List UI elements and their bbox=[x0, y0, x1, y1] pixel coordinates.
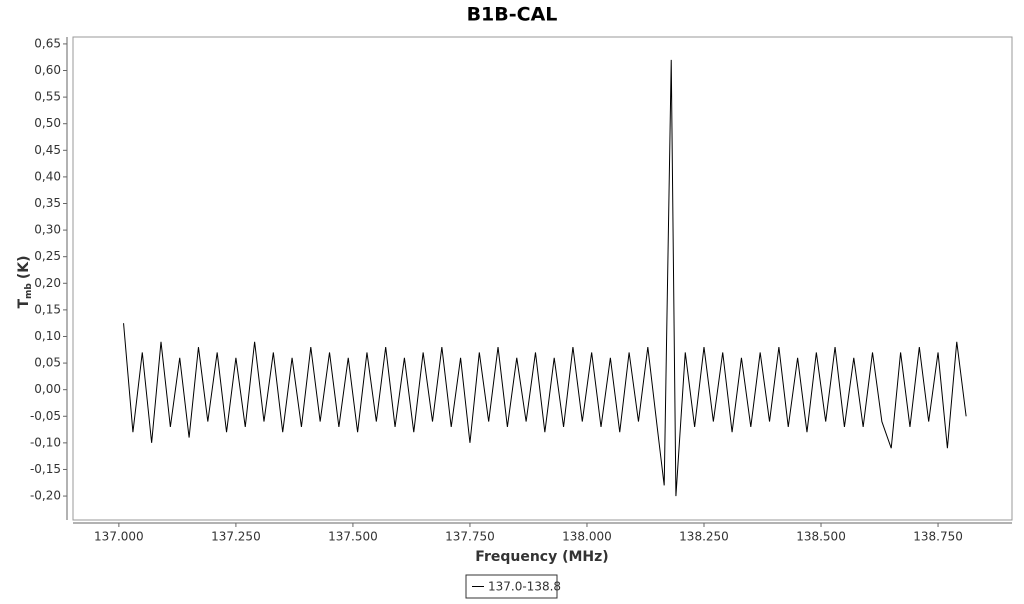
y-tick-label: 0,30 bbox=[34, 223, 61, 237]
y-tick-label: -0,05 bbox=[30, 409, 61, 423]
x-tick-label: 138.500 bbox=[796, 530, 846, 544]
x-tick-label: 137.000 bbox=[94, 530, 144, 544]
y-tick-label: -0,20 bbox=[30, 489, 61, 503]
y-tick-label: 0,25 bbox=[34, 249, 61, 263]
y-tick-label: 0,10 bbox=[34, 329, 61, 343]
y-tick-label: 0,40 bbox=[34, 169, 61, 183]
y-tick-label: 0,65 bbox=[34, 36, 61, 50]
y-axis-title: Tmb (K) bbox=[16, 255, 34, 308]
legend-box bbox=[465, 574, 558, 599]
chart-title: B1B-CAL bbox=[467, 4, 558, 26]
x-tick-label: 137.500 bbox=[328, 530, 378, 544]
y-tick-label: 0,20 bbox=[34, 276, 61, 290]
x-tick-label: 138.750 bbox=[913, 530, 963, 544]
x-axis-title: Frequency (MHz) bbox=[475, 549, 608, 565]
y-title-unit: (K) bbox=[16, 255, 32, 279]
x-tick-label: 137.250 bbox=[211, 530, 261, 544]
y-tick-label: 0,55 bbox=[34, 90, 61, 104]
y-title-sub: mb bbox=[24, 283, 34, 299]
spectrum-line bbox=[123, 59, 967, 497]
y-tick-label: 0,45 bbox=[34, 143, 61, 157]
plot-frame bbox=[72, 36, 1013, 521]
x-tick-label: 138.250 bbox=[679, 530, 729, 544]
legend-label: 137.0-138.8 bbox=[488, 580, 561, 594]
y-tick-label: 0,05 bbox=[34, 356, 61, 370]
y-tick-label: 0,60 bbox=[34, 63, 61, 77]
y-axis-title-text: Tmb (K) bbox=[16, 255, 34, 308]
x-tick-label: 137.750 bbox=[445, 530, 495, 544]
y-title-main: T bbox=[16, 299, 32, 309]
x-tick-label: 138.000 bbox=[562, 530, 612, 544]
y-tick-label: -0,10 bbox=[30, 435, 61, 449]
y-tick-label: -0,15 bbox=[30, 462, 61, 476]
y-tick-label: 0,15 bbox=[34, 302, 61, 316]
y-tick-label: 0,50 bbox=[34, 116, 61, 130]
y-tick-label: 0,00 bbox=[34, 382, 61, 396]
y-tick-label: 0,35 bbox=[34, 196, 61, 210]
